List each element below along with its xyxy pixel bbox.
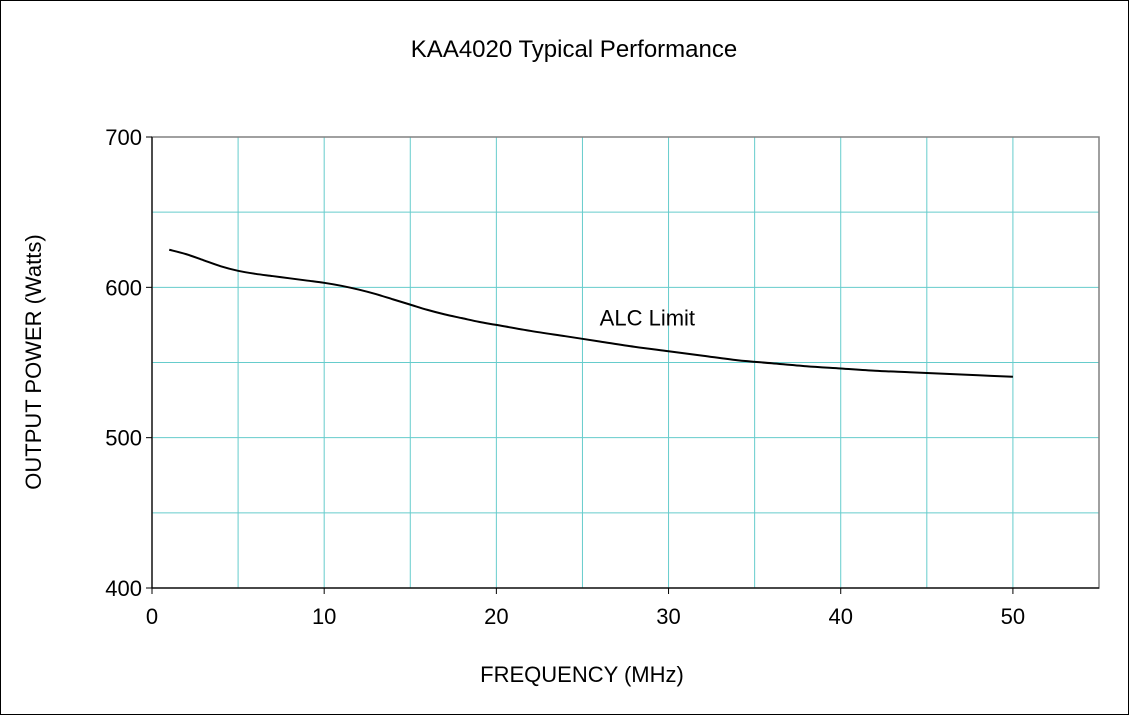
x-tick-label: 0 [146,604,158,629]
y-tick-label: 500 [105,426,142,451]
x-tick-label: 50 [1001,604,1025,629]
series-annotation-label: ALC Limit [600,305,695,330]
y-axis-title: OUTPUT POWER (Watts) [21,234,46,489]
chart-title: KAA4020 Typical Performance [411,36,737,63]
x-axis-title: FREQUENCY (MHz) [480,662,684,687]
grid [152,137,1099,588]
axes: 0 10 20 30 40 50 400 500 600 700 [105,125,1099,629]
series-layer: ALC Limit [168,248,1013,378]
x-tick-label: 40 [828,604,852,629]
series-line-alc-limit [168,248,1013,378]
x-tick-label: 20 [484,604,508,629]
y-tick-label: 400 [105,576,142,601]
y-tick-label: 700 [105,125,142,150]
y-tick-label: 600 [105,275,142,300]
x-tick-label: 10 [312,604,336,629]
x-tick-label: 30 [656,604,680,629]
